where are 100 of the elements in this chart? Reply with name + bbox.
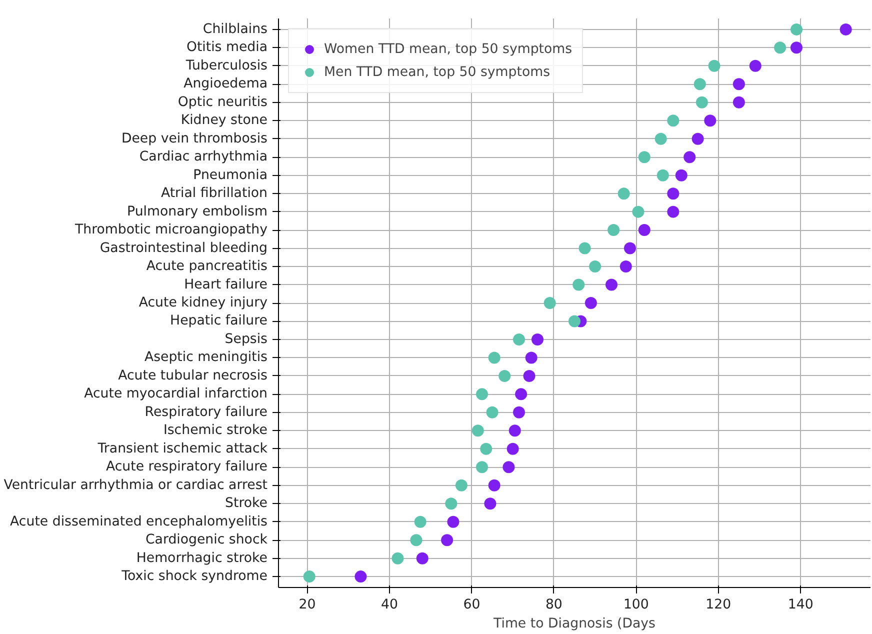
x-tick-label: 80 xyxy=(545,598,562,612)
x-axis-title: Time to Diagnosis (Days xyxy=(492,616,656,632)
point xyxy=(303,570,316,583)
y-tick-label: Gastrointestinal bleeding xyxy=(100,240,268,256)
y-tick-label: Transient ischemic attack xyxy=(96,441,268,456)
y-tick-label: Acute myocardial infarction xyxy=(84,386,268,402)
point xyxy=(447,516,460,528)
point xyxy=(667,206,680,218)
point xyxy=(667,114,680,127)
y-tick-label: Acute pancreatitis xyxy=(146,259,268,274)
y-tick-label: Stroke xyxy=(225,496,268,512)
point xyxy=(392,552,404,564)
y-tick-label: Cardiac arrhythmia xyxy=(139,150,268,165)
point xyxy=(508,424,521,437)
point xyxy=(704,114,716,127)
point xyxy=(608,224,620,236)
y-tick-label: Angioedema xyxy=(184,76,268,92)
x-tick-label: 20 xyxy=(298,598,316,612)
point xyxy=(606,278,618,291)
point xyxy=(774,42,786,54)
y-tick-label: Cardiogenic shock xyxy=(145,532,268,548)
point xyxy=(749,60,762,72)
legend-label: Women TTD mean, top 50 symptoms xyxy=(324,42,572,56)
point xyxy=(684,151,696,164)
y-tick-label: Atrial fibrillation xyxy=(160,186,268,202)
x-tick-label: 40 xyxy=(381,598,398,612)
y-tick-label: Acute disseminated encephalomyelitis xyxy=(10,514,268,530)
point xyxy=(506,442,519,455)
y-tick-label: Ventricular arrhythmia or cardiac arrest xyxy=(4,478,268,493)
point xyxy=(544,297,556,309)
point xyxy=(498,370,511,382)
point xyxy=(525,352,538,364)
x-tick-label: 60 xyxy=(463,598,480,612)
point xyxy=(624,242,636,254)
point xyxy=(696,96,708,108)
y-tick-label: Acute kidney injury xyxy=(138,296,268,310)
point xyxy=(441,534,454,546)
point xyxy=(732,96,745,108)
point xyxy=(455,479,468,492)
point xyxy=(523,370,536,382)
y-tick-label: Kidney stone xyxy=(180,113,268,128)
point xyxy=(692,132,704,145)
y-tick-label: Hemorrhagic stroke xyxy=(136,550,268,566)
point xyxy=(480,442,492,455)
point xyxy=(589,260,602,273)
point xyxy=(694,78,706,90)
y-tick-label: Pulmonary embolism xyxy=(127,204,268,220)
y-tick-label: Pneumonia xyxy=(193,168,268,183)
point xyxy=(410,534,422,546)
point xyxy=(445,498,458,510)
point xyxy=(654,132,667,145)
point xyxy=(488,352,500,364)
x-tick-label: 140 xyxy=(788,598,814,612)
x-tick-label: 100 xyxy=(623,598,649,612)
y-tick-label: Thrombotic microangiopathy xyxy=(74,222,268,238)
point xyxy=(667,188,680,200)
point xyxy=(532,333,544,346)
point xyxy=(414,516,426,528)
point xyxy=(472,424,484,437)
y-tick-label: Chilblains xyxy=(202,22,268,37)
point xyxy=(620,260,632,273)
point xyxy=(732,78,745,90)
y-tick-label: Heart failure xyxy=(184,277,268,292)
point xyxy=(840,23,852,36)
point xyxy=(568,315,580,328)
y-tick-label: Hepatic failure xyxy=(170,314,268,329)
y-tick-label: Otitis media xyxy=(186,40,268,56)
point xyxy=(656,169,669,182)
y-tick-label: Ischemic stroke xyxy=(163,423,268,438)
point xyxy=(675,169,688,182)
point xyxy=(632,206,644,218)
point xyxy=(354,570,367,583)
point xyxy=(638,224,650,236)
y-tick-label: Toxic shock syndrome xyxy=(120,569,268,584)
y-tick-label: Acute respiratory failure xyxy=(106,460,268,475)
legend-label: Men TTD mean, top 50 symptoms xyxy=(324,64,550,80)
point xyxy=(502,461,515,474)
point xyxy=(515,388,528,400)
point xyxy=(486,406,498,418)
point xyxy=(708,60,720,72)
point xyxy=(790,42,802,54)
point xyxy=(578,242,591,254)
point xyxy=(513,333,525,346)
point xyxy=(476,388,488,400)
point xyxy=(488,479,500,492)
point xyxy=(513,406,525,418)
point xyxy=(618,188,630,200)
y-tick-label: Respiratory failure xyxy=(144,404,268,420)
point xyxy=(638,151,650,164)
y-tick-label: Deep vein thrombosis xyxy=(121,131,268,146)
y-tick-label: Tuberculosis xyxy=(184,58,268,74)
point xyxy=(484,498,496,510)
y-tick-label: Optic neuritis xyxy=(178,94,268,110)
point xyxy=(790,23,802,36)
y-tick-label: Acute tubular necrosis xyxy=(118,368,268,384)
point xyxy=(572,278,585,291)
y-tick-label: Sepsis xyxy=(224,332,268,347)
x-tick-label: 120 xyxy=(706,598,732,612)
y-tick-label: Aseptic meningitis xyxy=(144,350,268,366)
point xyxy=(416,552,428,564)
